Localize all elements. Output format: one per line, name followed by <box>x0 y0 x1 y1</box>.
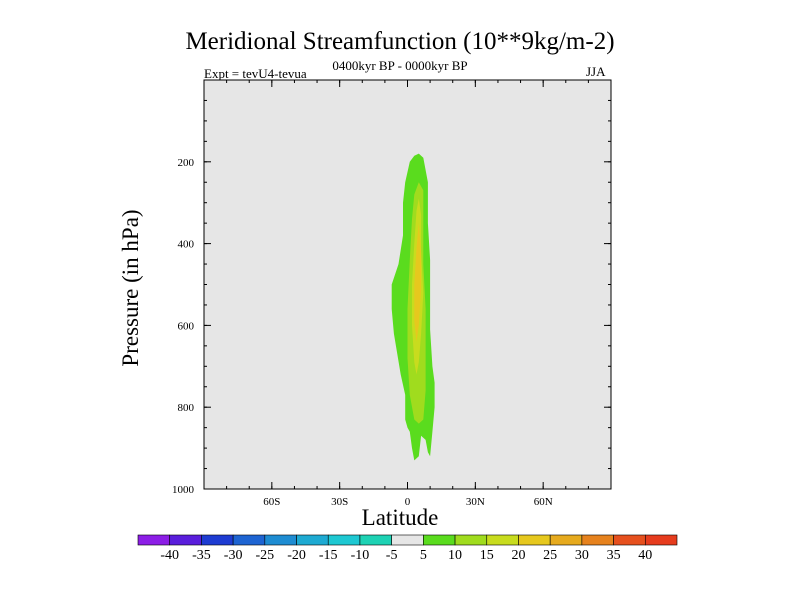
x-tick-label: 30S <box>331 496 348 508</box>
colorbar-box <box>296 534 329 546</box>
x-tick-label: 30N <box>466 496 485 508</box>
colorbar-label: -30 <box>224 548 243 563</box>
colorbar-box <box>327 534 361 546</box>
colorbar-label: -35 <box>192 548 211 563</box>
colorbar-box <box>644 534 678 546</box>
chart-title: Meridional Streamfunction (10**9kg/m-2) <box>185 28 615 55</box>
colorbar-label: 10 <box>448 548 462 563</box>
chart-subtitle-period: 0400kyr BP - 0000kyr BP <box>332 58 468 73</box>
y-tick-label: 800 <box>178 402 195 414</box>
colorbar-label: -5 <box>386 548 398 563</box>
chart-subtitle-experiment: Expt = tevU4-tevua <box>204 66 307 81</box>
colorbar-box <box>137 534 171 546</box>
contour-layer <box>391 153 435 461</box>
axes-layer: 60S 30S 0 30N 60N 200 400 600 800 1000 <box>172 80 612 508</box>
contour-fill-level-20 <box>414 223 422 342</box>
colorbar-label: 5 <box>420 548 427 563</box>
colorbar-label: 35 <box>607 548 621 563</box>
colorbar-label: -40 <box>160 548 179 563</box>
colorbar: -40 -35 -30 -25 -20 -15 -10 -5 5 10 15 20 25 30 35 40 <box>137 534 678 563</box>
chart-subtitle-season: JJA <box>586 64 606 79</box>
colorbar-label: 20 <box>511 548 525 563</box>
x-tick-label: 60N <box>534 496 553 508</box>
colorbar-box <box>486 534 519 546</box>
colorbar-label: 15 <box>480 548 494 563</box>
y-tick-label: 400 <box>178 239 195 251</box>
colorbar-box <box>169 534 202 546</box>
colorbar-box <box>423 534 456 546</box>
colorbar-box <box>359 534 392 546</box>
colorbar-label: 30 <box>575 548 589 563</box>
colorbar-box <box>264 534 297 546</box>
colorbar-box <box>454 534 488 546</box>
colorbar-box <box>201 534 234 546</box>
colorbar-box <box>232 534 266 546</box>
colorbar-box <box>613 534 646 546</box>
colorbar-label: -20 <box>287 548 306 563</box>
colorbar-label: -10 <box>351 548 370 563</box>
colorbar-label: 40 <box>638 548 652 563</box>
colorbar-box <box>391 534 424 546</box>
x-tick-label: 60S <box>263 496 280 508</box>
y-tick-label: 600 <box>178 320 195 332</box>
y-tick-label: 1000 <box>172 484 195 496</box>
colorbar-label: -15 <box>319 548 338 563</box>
colorbar-label: -25 <box>255 548 274 563</box>
colorbar-box <box>549 534 583 546</box>
y-tick-label: 200 <box>178 157 195 169</box>
colorbar-box <box>581 534 614 546</box>
x-tick-label: 0 <box>405 496 411 508</box>
colorbar-label: 25 <box>543 548 557 563</box>
x-axis-label: Latitude <box>361 505 439 530</box>
colorbar-box <box>518 534 551 546</box>
